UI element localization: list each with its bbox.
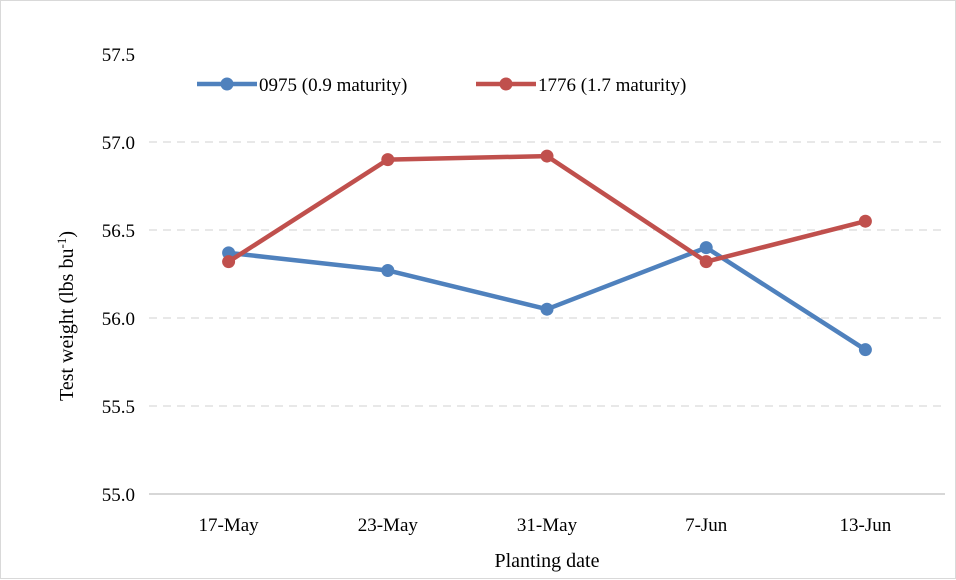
y-tick-label: 56.0 xyxy=(102,309,135,330)
y-tick-label: 55.5 xyxy=(102,397,135,418)
legend-label-1776: 1776 (1.7 maturity) xyxy=(538,75,686,96)
data-point xyxy=(222,255,236,269)
x-tick-label: 13-Jun xyxy=(840,515,892,536)
x-tick-label: 7-Jun xyxy=(685,515,728,536)
gridlines xyxy=(149,141,945,407)
y-tick-labels: 55.0 55.5 56.0 56.5 57.0 57.5 xyxy=(102,45,135,506)
x-tick-label: 23-May xyxy=(358,515,419,536)
x-tick-label: 17-May xyxy=(199,515,260,536)
y-tick-label: 56.5 xyxy=(102,221,135,242)
series-line-1 xyxy=(226,245,868,352)
y-axis-title-sup: -1 xyxy=(54,238,69,249)
series-lines xyxy=(222,149,872,357)
series-1 xyxy=(222,241,872,357)
y-tick-label: 55.0 xyxy=(102,485,135,506)
y-tick-label: 57.0 xyxy=(102,133,135,154)
x-tick-label: 31-May xyxy=(517,515,578,536)
data-point xyxy=(540,149,554,163)
legend-marker-1776 xyxy=(499,77,513,91)
data-point xyxy=(381,153,395,167)
series-line-2 xyxy=(226,153,868,264)
legend-label-0975: 0975 (0.9 maturity) xyxy=(259,75,407,96)
legend-item-1776: 1776 (1.7 maturity) xyxy=(476,75,686,96)
data-point xyxy=(381,263,395,277)
legend-item-0975: 0975 (0.9 maturity) xyxy=(197,75,407,96)
y-axis-title-close: ) xyxy=(56,231,78,238)
x-axis-title: Planting date xyxy=(495,550,600,572)
y-axis-title: Test weight (lbs bu-1) xyxy=(54,231,79,401)
y-axis-title-base: Test weight (lbs bu xyxy=(56,249,78,401)
data-point xyxy=(699,255,713,269)
data-point xyxy=(699,241,713,255)
data-point xyxy=(540,302,554,316)
legend-marker-0975 xyxy=(220,77,234,91)
series-2 xyxy=(222,149,872,269)
data-point xyxy=(858,343,872,357)
legend: 0975 (0.9 maturity) 1776 (1.7 maturity) xyxy=(197,75,686,96)
data-point xyxy=(858,214,872,228)
x-tick-labels: 17-May 23-May 31-May 7-Jun 13-Jun xyxy=(199,515,892,536)
y-tick-label: 57.5 xyxy=(102,45,135,66)
